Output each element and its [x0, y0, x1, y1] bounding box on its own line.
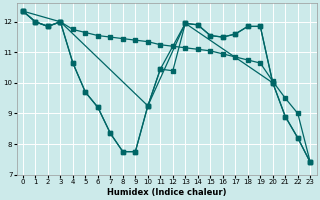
- X-axis label: Humidex (Indice chaleur): Humidex (Indice chaleur): [107, 188, 226, 197]
